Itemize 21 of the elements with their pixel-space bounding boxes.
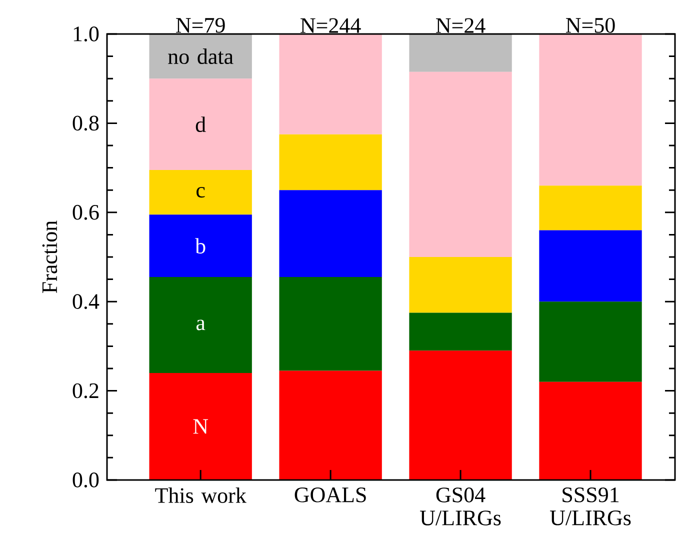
y-tick-label: 0.8 (72, 116, 99, 131)
text: N=50 (566, 18, 615, 33)
series-label: c (196, 187, 205, 198)
series-label: b (195, 238, 206, 254)
y-tick-label: 0.2 (72, 383, 98, 398)
series-label: N (193, 419, 208, 434)
series-label: d (196, 116, 206, 132)
series-label: a (196, 320, 206, 330)
y-tick-label: 0.4 (72, 294, 100, 310)
text: N=79 (176, 18, 225, 33)
text: N=244 (300, 18, 361, 33)
series-label: no data (168, 48, 234, 64)
x-tick-label: GOALS (294, 488, 366, 502)
text: N=24 (436, 18, 486, 33)
y-tick-label: 0.0 (72, 472, 99, 488)
x-tick-label: SSS91 U/LIRGs (550, 488, 631, 526)
y-axis-title: Fraction (42, 220, 58, 294)
x-tick-label: GS04 U/LIRGs (420, 488, 501, 526)
x-tick-label: This work (155, 488, 246, 503)
y-tick-label: 1.0 (74, 26, 99, 42)
y-tick-label: 0.6 (72, 204, 99, 220)
